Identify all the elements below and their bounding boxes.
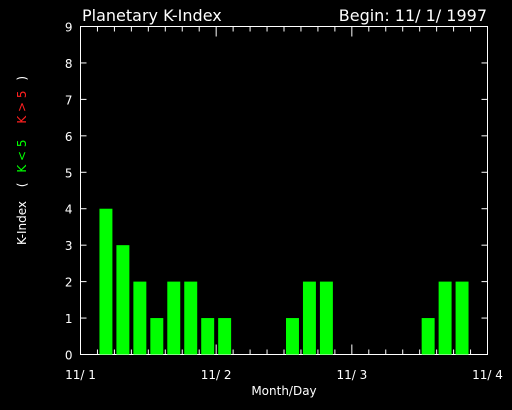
k-index-bar	[184, 281, 198, 355]
k-index-bar	[150, 318, 164, 355]
y-tick-label: 9	[65, 21, 73, 35]
k-index-bar	[201, 318, 215, 355]
y-axis-label: K-Index	[15, 201, 29, 245]
y-tick-label: 4	[65, 203, 73, 217]
chart-title: Planetary K-Index	[82, 6, 222, 25]
x-tick-labels: 11/ 1 11/ 2 11/ 3 11/ 4	[65, 368, 503, 382]
k-index-bar	[99, 208, 113, 355]
x-tick-label: 11/ 2	[201, 368, 232, 382]
x-axis-label: Month/Day	[251, 384, 316, 398]
k-index-bar	[116, 245, 130, 355]
y-axis-label-group: K-Index ( K < 5 K > 5 )	[15, 76, 29, 245]
x-tick-label: 11/ 4	[472, 368, 503, 382]
y-tick-labels: 0 1 2 3 4 5 6 7 8 9	[65, 21, 73, 363]
k-index-bar	[421, 318, 435, 355]
y-tick-label: 7	[65, 93, 73, 107]
bars-group	[99, 208, 469, 355]
begin-date: Begin: 11/ 1/ 1997	[339, 6, 487, 25]
k-index-bar	[302, 281, 316, 355]
y-tick-label: 2	[65, 276, 73, 290]
x-tick-label: 11/ 1	[65, 368, 96, 382]
k-index-bar	[286, 318, 299, 355]
k-index-bar	[455, 281, 469, 355]
k-index-bar	[133, 281, 147, 355]
y-tick-label: 0	[65, 349, 73, 363]
k-index-bar	[319, 281, 333, 355]
legend-low-label: K < 5	[15, 139, 29, 172]
k-index-bar	[438, 281, 452, 355]
axis-ticks	[80, 26, 488, 355]
y-tick-label: 5	[65, 166, 73, 180]
y-tick-label: 8	[65, 57, 73, 71]
legend-open-paren: (	[15, 183, 29, 188]
y-tick-label: 3	[65, 239, 73, 253]
y-tick-label: 1	[65, 312, 73, 326]
k-index-bar	[167, 281, 181, 355]
legend-high-label: K > 5	[15, 90, 29, 123]
k-index-bar	[218, 318, 232, 355]
legend-close-paren: )	[15, 76, 29, 81]
x-tick-label: 11/ 3	[336, 368, 367, 382]
y-tick-label: 6	[65, 130, 73, 144]
